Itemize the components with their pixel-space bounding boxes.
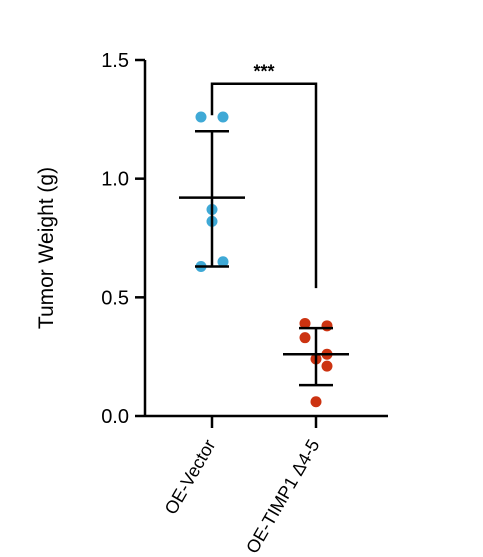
group-1	[283, 317, 349, 408]
data-point	[299, 317, 311, 329]
y-tick-label: 1.0	[101, 169, 129, 191]
data-groups	[179, 111, 349, 408]
x-tick-label: OE-Vector	[161, 436, 220, 518]
data-point	[299, 332, 311, 344]
x-axis: OE-Vector OE-TIMP1 Δ4-5	[145, 414, 388, 557]
y-axis: 0.0 0.5 1.0 1.5	[101, 50, 147, 428]
data-point	[195, 111, 207, 123]
significance-label: ***	[253, 62, 274, 82]
data-point	[321, 320, 333, 332]
y-tick-label: 0.0	[101, 406, 129, 428]
group-0	[179, 111, 245, 272]
x-tick-label: OE-TIMP1 Δ4-5	[242, 436, 323, 557]
significance-bracket: ***	[210, 62, 318, 289]
data-point	[310, 396, 322, 408]
data-point	[217, 256, 229, 268]
y-tick-label: 1.5	[101, 50, 129, 72]
significance-line	[210, 82, 318, 289]
y-tick-label: 0.5	[101, 287, 129, 309]
y-axis-title: Tumor Weight (g)	[35, 167, 58, 329]
data-point	[321, 360, 333, 372]
data-point	[217, 111, 229, 123]
